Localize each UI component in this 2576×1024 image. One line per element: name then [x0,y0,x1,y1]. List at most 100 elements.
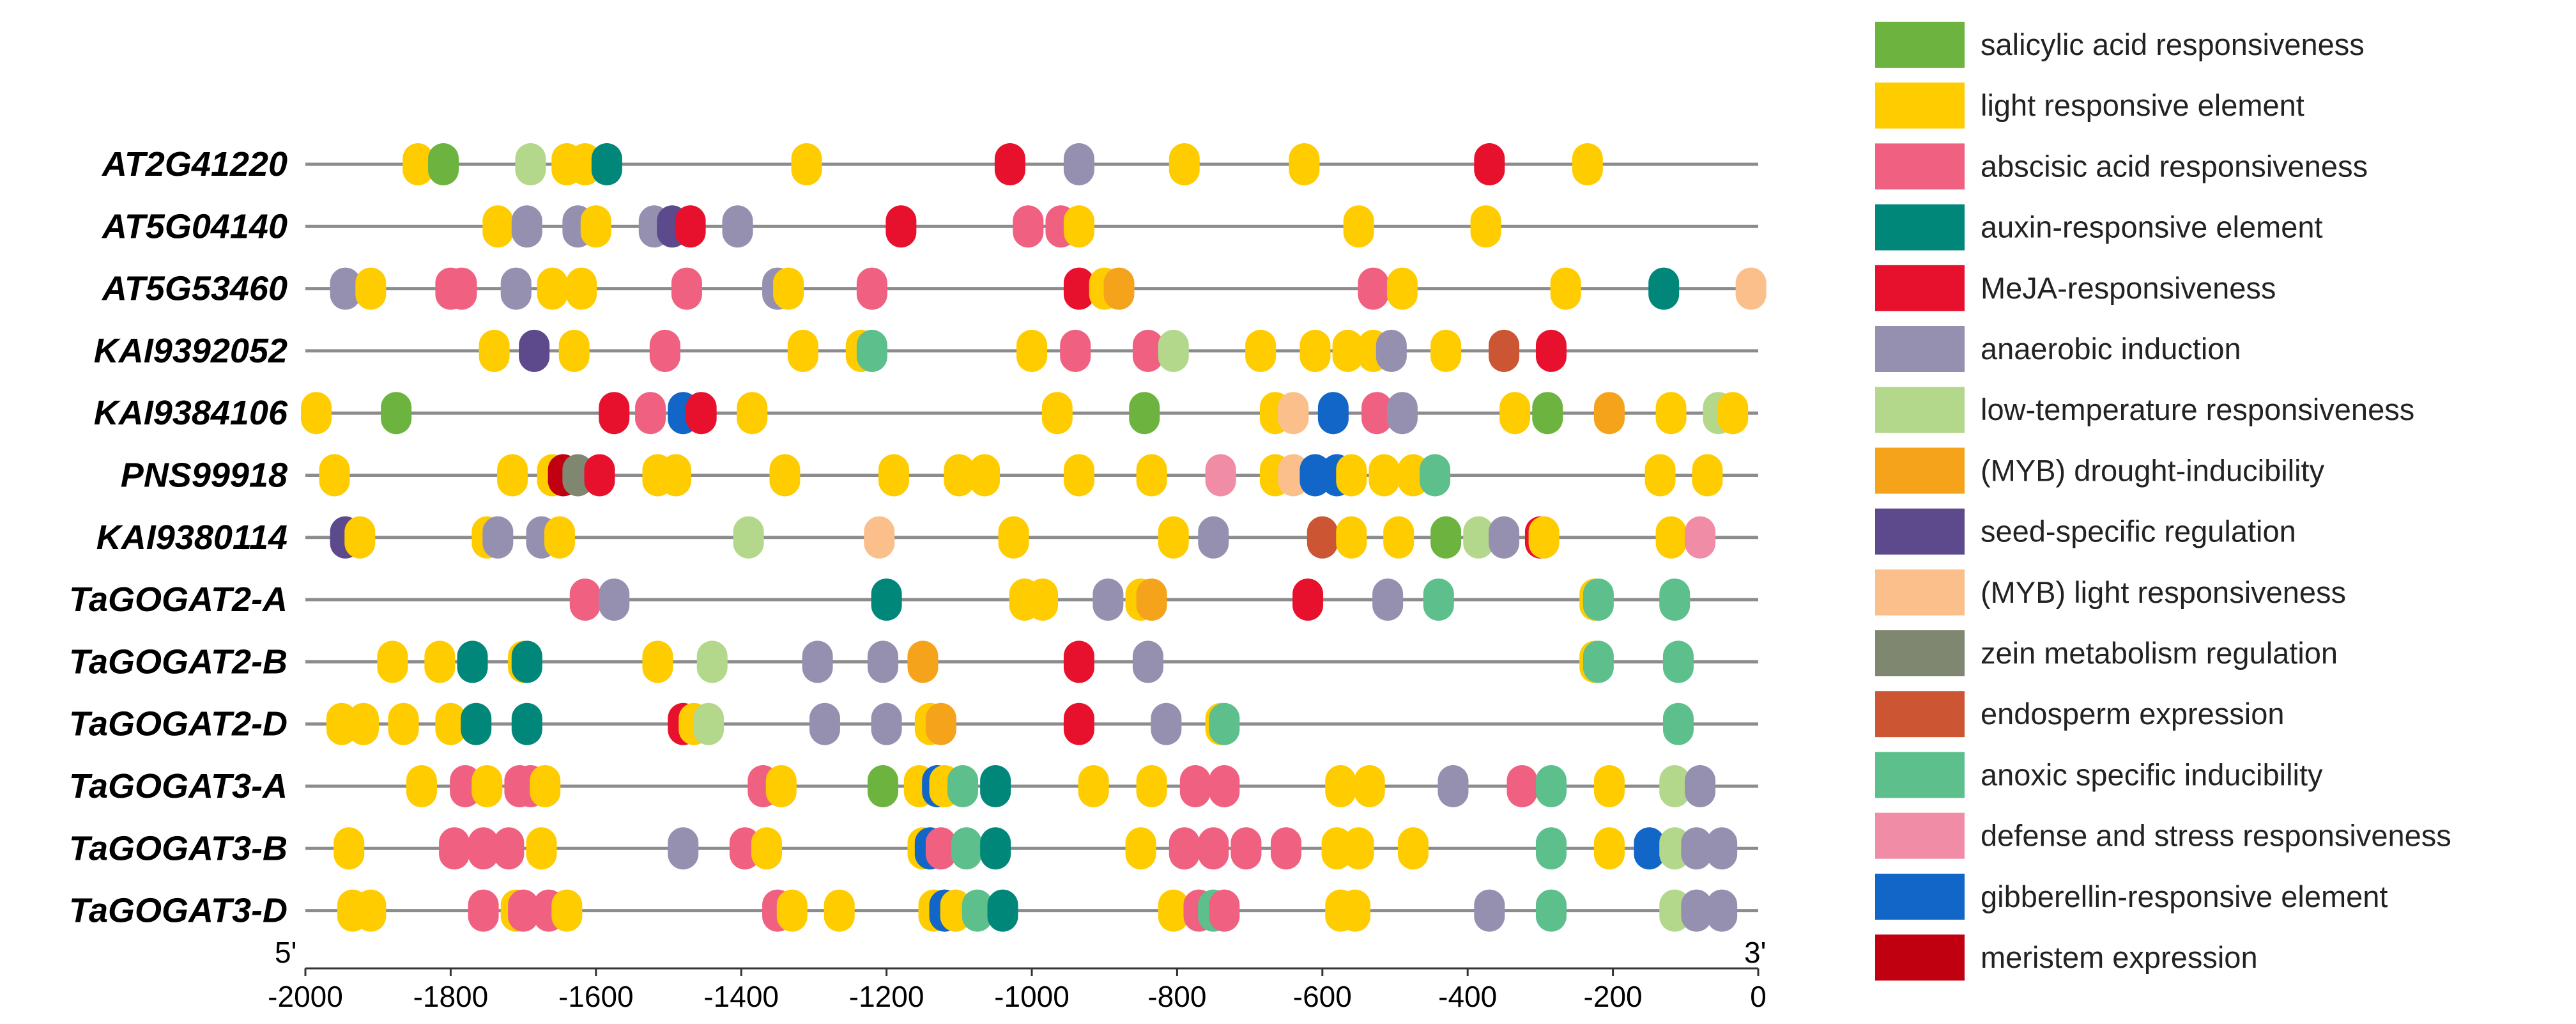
legend-swatch [1875,812,1965,859]
cis-element-marker [1325,765,1356,807]
cis-element-marker [479,329,510,372]
cis-element-marker [1136,454,1167,497]
cis-element-marker [1655,516,1687,559]
x-tick-label: -800 [1147,980,1206,1013]
cis-element-marker [330,267,361,310]
cis-element-marker [925,827,956,870]
gene-label: AT2G41220 [101,145,288,183]
gene-label: PNS99918 [121,456,288,495]
cis-element-marker [1013,205,1044,248]
cis-element-marker [526,827,557,870]
legend-item: abscisic acid responsiveness [1875,143,2368,190]
gene-label: KAI9392052 [94,332,288,370]
gene-row: TaGOGAT2-B [69,640,1758,683]
x-tick-label: -1800 [413,980,489,1013]
cis-element-marker [871,578,902,621]
cis-element-marker [530,765,561,807]
gene-label: AT5G04140 [101,207,288,245]
cis-element-marker [1593,392,1625,435]
cis-element-marker [722,205,753,248]
cis-element-marker [508,889,539,932]
cis-element-marker [1706,827,1738,870]
cis-element-marker [769,454,801,497]
legend-swatch [1875,935,1965,981]
cis-element-marker [1383,516,1414,559]
x-tick-label: -2000 [268,980,343,1013]
legend-swatch [1875,22,1965,68]
legend: salicylic acid responsiveness light respo… [1875,22,2451,981]
legend-item: zein metabolism regulation [1875,630,2338,676]
gene-label: KAI9380114 [96,518,288,557]
cis-element-marker [1681,827,1712,870]
cis-element-marker [1336,454,1367,497]
cis-element-marker [1209,765,1240,807]
cis-element-marker [1735,267,1767,310]
cis-element-marker [1092,578,1124,621]
cis-element-marker [1550,267,1581,310]
cis-element-marker [1169,143,1200,185]
cis-element-marker [482,205,514,248]
legend-swatch [1875,326,1965,372]
gene-row: AT5G53460 [101,267,1767,310]
cis-element-marker [765,765,797,807]
cis-element-marker [580,205,611,248]
legend-label: anaerobic induction [1981,332,2241,366]
cis-element-marker [1132,329,1163,372]
cis-element-marker [1343,205,1374,248]
cis-element-marker [1685,765,1716,807]
cis-element-marker [1270,827,1301,870]
cis-element-marker [1659,578,1690,621]
legend-item: MeJA-responsiveness [1875,265,2276,311]
cis-element-marker [1593,827,1625,870]
cis-element-marker [1016,329,1047,372]
gene-row: AT5G04140 [101,205,1758,248]
cis-element-marker [671,267,702,310]
legend-item: meristem expression [1875,935,2258,981]
cis-element-marker [856,329,887,372]
cis-element-marker [1659,765,1690,807]
legend-swatch [1875,387,1965,433]
cis-element-marker [1535,827,1567,870]
cis-element-marker [497,454,528,497]
cis-element-marker [551,889,583,932]
cis-element-marker [1245,329,1276,372]
cis-element-marker [1063,702,1094,745]
cis-element-marker [1528,516,1560,559]
cis-element-marker [885,205,917,248]
cis-element-marker [998,516,1029,559]
cis-element-marker [355,267,387,310]
x-tick-label: -1600 [558,980,634,1013]
legend-item: endosperm expression [1875,691,2285,738]
cis-element-marker [1372,578,1404,621]
cis-element-marker [544,516,575,559]
x-axis-ticks: -2000 -1800 -1600 -1400 -1200 -1000 -800 -600 -4… [268,968,1767,1013]
cis-element-marker [461,702,492,745]
cis-element-marker [569,578,601,621]
cis-element-marker [1572,143,1603,185]
gene-row: TaGOGAT3-B [69,827,1758,870]
cis-element-marker [693,702,724,745]
cis-element-marker [406,765,437,807]
cis-element-marker [457,640,488,683]
three-prime-label: 3' [1744,936,1766,969]
cis-element-marker [1463,516,1494,559]
cis-element-marker [1343,827,1374,870]
cis-element-marker [1430,329,1462,372]
gene-row: PNS99918 [121,454,1758,497]
legend-swatch [1875,143,1965,190]
cis-element-marker [1681,889,1712,932]
cis-element-marker [791,143,822,185]
cis-element-marker [660,454,691,497]
x-tick-label: -400 [1438,980,1497,1013]
cis-element-marker [500,267,532,310]
gene-label: TaGOGAT2-A [69,580,288,619]
cis-element-marker [1078,765,1109,807]
cis-element-marker [1662,640,1694,683]
cis-element-marker [599,578,630,621]
cis-element-marker [424,640,456,683]
cis-element-marker [776,889,808,932]
cis-element-marker [1158,516,1189,559]
cis-element-marker [1583,578,1614,621]
cis-element-marker [1644,454,1676,497]
